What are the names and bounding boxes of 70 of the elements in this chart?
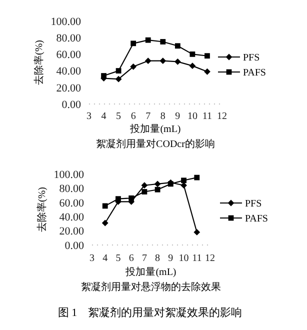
point xyxy=(189,62,196,70)
x-tick-label: 3 xyxy=(90,253,94,264)
x-axis-title: 投加量(mL) xyxy=(124,266,176,278)
y-tick-label: 0.00 xyxy=(62,98,82,111)
legend-label: PFS xyxy=(243,52,260,64)
y-tick-label: 60.00 xyxy=(56,49,82,62)
y-tick-label: 40.00 xyxy=(59,211,84,224)
point xyxy=(102,220,108,226)
x-tick-label: 8 xyxy=(155,253,160,264)
y-axis-title: 去除率(%) xyxy=(36,187,48,232)
x-tick-label: 10 xyxy=(178,253,189,264)
y-tick-label: 60.00 xyxy=(59,197,84,210)
y-axis-title: 去除率(%) xyxy=(33,40,45,85)
point xyxy=(180,182,187,189)
y-tick-label: 80.00 xyxy=(59,183,84,196)
point xyxy=(128,195,134,201)
x-tick-label: 12 xyxy=(205,253,215,264)
point xyxy=(160,39,166,44)
legend-label: PAFS xyxy=(243,68,266,78)
text: 絮凝剂用量对悬浮物的去除效果 xyxy=(81,281,221,293)
point xyxy=(181,178,186,184)
point xyxy=(204,53,210,59)
x-tick-label: 4 xyxy=(101,111,106,122)
y-tick-label: 100.00 xyxy=(50,16,82,28)
y-tick-label: 20.00 xyxy=(56,82,82,94)
x-tick-label: 8 xyxy=(160,111,166,122)
x-tick-label: 7 xyxy=(146,111,151,122)
x-tick-label: 10 xyxy=(187,111,198,122)
point xyxy=(142,189,148,194)
point xyxy=(130,63,137,70)
point xyxy=(194,229,200,236)
x-tick-label: 6 xyxy=(130,111,136,122)
point xyxy=(154,186,160,192)
x-tick-label: 5 xyxy=(116,111,122,122)
x-tick-label: 11 xyxy=(202,111,212,122)
point xyxy=(194,174,200,180)
point xyxy=(116,196,121,202)
point xyxy=(204,68,210,75)
point xyxy=(102,203,108,209)
x-tick-label: 4 xyxy=(102,253,108,264)
x-tick-label: 5 xyxy=(116,253,121,264)
point xyxy=(174,58,181,65)
point xyxy=(144,58,152,64)
text: 絮凝剂用量对CODcr的影响 xyxy=(96,138,215,150)
point xyxy=(101,73,106,78)
y-tick-label: 80.00 xyxy=(56,32,82,44)
point xyxy=(190,52,196,57)
legend-label: PFS xyxy=(245,198,262,210)
y-tick-label: 20.00 xyxy=(59,226,84,238)
point xyxy=(130,40,136,46)
x-tick-label: 9 xyxy=(168,253,174,264)
point xyxy=(116,68,122,74)
x-tick-label: 6 xyxy=(128,253,134,264)
x-tick-label: 7 xyxy=(142,253,147,264)
y-tick-label: 100.00 xyxy=(54,168,84,181)
x-tick-label: 9 xyxy=(175,111,180,122)
point xyxy=(115,76,122,82)
y-tick-label: 40.00 xyxy=(56,66,82,78)
point xyxy=(174,43,180,49)
legend-label: PAFS xyxy=(245,214,268,224)
point xyxy=(145,37,151,43)
caption: 图 1 絮凝剂的用量对絮凝效果的影响 xyxy=(58,306,242,319)
x-tick-label: 12 xyxy=(217,111,227,122)
point xyxy=(154,180,161,188)
point xyxy=(141,182,148,189)
x-tick-label: 11 xyxy=(192,253,202,264)
point xyxy=(160,58,166,64)
x-tick-label: 3 xyxy=(86,111,92,122)
x-axis-title: 投加量(mL) xyxy=(129,123,181,135)
y-tick-label: 0.00 xyxy=(64,240,84,252)
